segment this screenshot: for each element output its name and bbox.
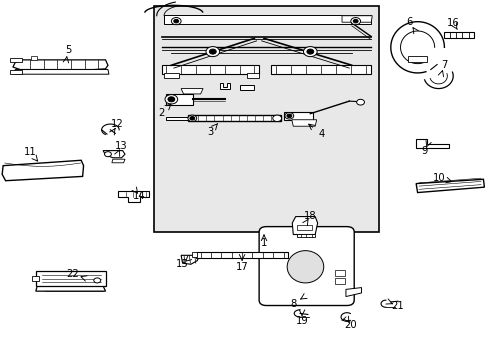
Polygon shape — [166, 94, 193, 105]
Circle shape — [189, 117, 194, 120]
Circle shape — [306, 49, 313, 54]
Polygon shape — [103, 150, 125, 158]
Polygon shape — [291, 120, 316, 126]
Text: 8: 8 — [289, 299, 296, 309]
Polygon shape — [118, 192, 149, 202]
Polygon shape — [32, 276, 39, 281]
Text: 9: 9 — [421, 146, 427, 156]
Circle shape — [173, 19, 178, 23]
Polygon shape — [297, 225, 311, 230]
Polygon shape — [36, 271, 105, 286]
Text: 4: 4 — [318, 129, 324, 139]
Circle shape — [171, 18, 181, 25]
Polygon shape — [192, 252, 197, 257]
Text: 16: 16 — [446, 18, 459, 28]
Circle shape — [104, 152, 111, 157]
Circle shape — [286, 114, 291, 118]
Circle shape — [352, 19, 357, 23]
Text: 15: 15 — [175, 259, 188, 269]
Polygon shape — [415, 139, 448, 148]
Circle shape — [164, 95, 177, 104]
Text: 21: 21 — [391, 301, 404, 311]
Polygon shape — [239, 85, 254, 90]
Polygon shape — [163, 73, 178, 78]
Polygon shape — [407, 56, 427, 62]
Text: 5: 5 — [65, 45, 71, 55]
FancyBboxPatch shape — [259, 226, 353, 306]
Polygon shape — [14, 69, 109, 74]
Circle shape — [94, 278, 101, 283]
Circle shape — [209, 49, 216, 54]
Polygon shape — [181, 89, 203, 94]
Polygon shape — [334, 270, 345, 276]
Polygon shape — [31, 56, 37, 60]
Text: 22: 22 — [66, 269, 79, 279]
Polygon shape — [161, 65, 259, 74]
Circle shape — [167, 97, 174, 102]
Polygon shape — [271, 65, 370, 74]
Circle shape — [350, 18, 360, 25]
Polygon shape — [246, 73, 259, 78]
Circle shape — [356, 99, 364, 105]
Polygon shape — [444, 32, 473, 39]
Text: 12: 12 — [111, 120, 124, 129]
Ellipse shape — [286, 251, 323, 283]
Polygon shape — [112, 159, 125, 163]
Text: 11: 11 — [23, 147, 36, 157]
Text: 13: 13 — [115, 141, 128, 151]
Text: 6: 6 — [406, 17, 412, 27]
Text: 20: 20 — [344, 320, 356, 330]
Polygon shape — [181, 255, 199, 264]
Polygon shape — [220, 83, 229, 89]
Polygon shape — [2, 160, 83, 181]
Text: 2: 2 — [158, 108, 164, 118]
Circle shape — [285, 113, 293, 119]
Polygon shape — [341, 16, 371, 22]
Polygon shape — [163, 15, 370, 24]
Text: 3: 3 — [207, 127, 213, 136]
Text: 18: 18 — [304, 211, 316, 221]
Polygon shape — [292, 217, 317, 234]
Polygon shape — [188, 116, 281, 121]
Polygon shape — [10, 69, 21, 74]
Text: 14: 14 — [133, 191, 146, 201]
Polygon shape — [334, 278, 345, 284]
Text: 7: 7 — [440, 59, 447, 69]
Polygon shape — [283, 112, 312, 120]
Circle shape — [303, 46, 317, 57]
Circle shape — [272, 115, 281, 122]
Polygon shape — [10, 58, 21, 62]
Polygon shape — [415, 179, 484, 193]
Polygon shape — [166, 117, 189, 120]
Polygon shape — [345, 288, 361, 297]
Text: 10: 10 — [432, 173, 445, 183]
Circle shape — [187, 115, 196, 122]
Text: 19: 19 — [295, 316, 308, 325]
Polygon shape — [36, 286, 105, 291]
Circle shape — [205, 46, 219, 57]
Polygon shape — [195, 252, 288, 258]
Polygon shape — [13, 60, 108, 69]
Bar — [154, 6, 378, 232]
Polygon shape — [296, 234, 315, 237]
Text: 17: 17 — [235, 262, 248, 272]
Text: 1: 1 — [260, 238, 266, 248]
